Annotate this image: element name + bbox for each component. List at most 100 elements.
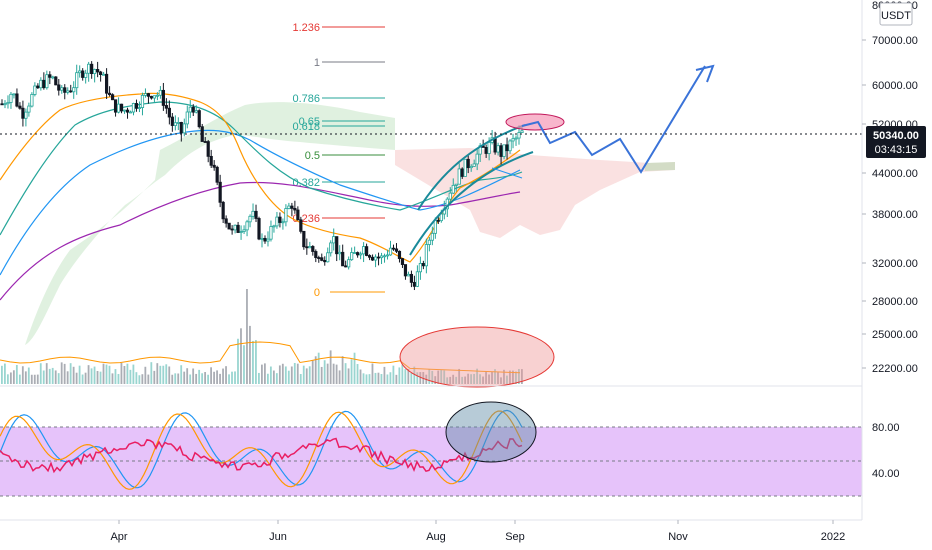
candle-body	[236, 224, 240, 233]
volume-bar	[347, 368, 350, 384]
candle-body	[430, 232, 434, 241]
volume-bar	[222, 368, 224, 384]
candle-body	[245, 221, 249, 231]
volume-bar	[455, 376, 458, 384]
candle-body	[454, 183, 458, 186]
candle-body	[329, 242, 333, 254]
volume-bar	[108, 365, 111, 384]
volume-bar	[350, 359, 353, 384]
volume-bar	[150, 362, 153, 384]
candle-body	[421, 263, 425, 267]
volume-bar	[296, 363, 299, 384]
volume-bar	[512, 370, 514, 384]
volume-bar	[201, 373, 204, 384]
candle-body	[415, 271, 420, 287]
volume-bar	[144, 366, 147, 384]
candle-body	[221, 201, 225, 220]
trend-annotations	[409, 113, 565, 256]
candle-body	[128, 111, 133, 114]
volume-bar	[9, 372, 12, 384]
candle-body	[197, 110, 201, 128]
candle-body	[155, 94, 160, 97]
candle-body	[382, 255, 387, 258]
candle-body	[359, 253, 363, 256]
volume-bar	[440, 370, 443, 384]
volume-bar	[252, 340, 254, 384]
candle-body	[173, 122, 177, 126]
volume-bar	[287, 370, 290, 384]
projection-arrowhead	[695, 64, 715, 83]
fib-level-label: 0.618	[292, 121, 320, 133]
volume-bar	[467, 373, 470, 384]
volume-bar	[470, 374, 472, 384]
volume-bar	[329, 350, 332, 384]
candle-body	[409, 273, 414, 283]
candle-body	[436, 219, 440, 222]
ema-teal-line	[0, 101, 523, 236]
volume-bar	[314, 356, 317, 384]
volume-bar	[278, 365, 281, 384]
candle-body	[520, 130, 524, 133]
candle-body	[60, 87, 64, 91]
candle-body	[475, 153, 479, 165]
volume-bar	[308, 366, 311, 384]
volume-bar	[225, 366, 227, 384]
volume-bar	[503, 369, 505, 384]
candle-body	[457, 168, 461, 185]
candle-body	[296, 209, 300, 221]
candle-body	[391, 247, 396, 250]
candle-body	[107, 92, 112, 96]
candle-body	[75, 72, 79, 89]
time-tick-label: Apr	[110, 531, 127, 543]
candle-body	[66, 90, 70, 93]
volume-bar	[449, 376, 452, 384]
candle-body	[379, 255, 384, 259]
candle-body	[302, 230, 306, 248]
price-tick-label: 25000.00	[872, 329, 918, 341]
candle-body	[317, 257, 321, 259]
volume-bar	[446, 377, 449, 384]
candle-body	[451, 184, 455, 194]
candle-body	[6, 102, 10, 105]
volume-bar	[407, 369, 410, 384]
candle-body	[424, 244, 428, 267]
volume-bar	[180, 365, 183, 384]
candle-body	[308, 246, 312, 249]
candle-body	[275, 216, 279, 227]
osc-tick-80: 80.00	[872, 422, 900, 434]
candle-body	[362, 246, 366, 255]
currency-box[interactable]	[879, 2, 913, 26]
candle-body	[158, 89, 162, 96]
time-tick-label: Sep	[505, 531, 525, 543]
volume-bar	[36, 374, 39, 384]
upper-arc-line	[417, 124, 526, 211]
candle-body	[30, 94, 34, 107]
volume-bar	[165, 364, 168, 384]
fib-level-label: 1.236	[292, 22, 320, 34]
volume-bar	[341, 356, 344, 384]
volume-bar	[344, 363, 347, 384]
volume-bar	[6, 374, 9, 384]
candle-body	[412, 281, 417, 287]
fib-level-label: 0.5	[305, 150, 320, 162]
candle-body	[119, 103, 124, 112]
candle-body	[96, 69, 100, 73]
candle-body	[326, 252, 330, 263]
candle-body	[439, 213, 443, 222]
lower-arc-line	[409, 151, 534, 256]
rsi-line	[0, 437, 523, 474]
volume-bar	[99, 371, 102, 384]
volume-bar	[129, 369, 132, 384]
volume-bar	[263, 363, 266, 384]
candle-body	[239, 231, 243, 233]
time-axis[interactable]: Apr Jun Aug Sep Nov 2022	[110, 520, 845, 543]
stoch-k-line	[0, 409, 523, 489]
candle-body	[284, 208, 288, 223]
price-tick-label: 28000.00	[872, 296, 918, 308]
candle-body	[472, 163, 476, 167]
volume-bar	[54, 370, 57, 384]
volume-bar	[195, 373, 198, 384]
candle-body	[299, 219, 303, 232]
candle-body	[418, 263, 422, 273]
